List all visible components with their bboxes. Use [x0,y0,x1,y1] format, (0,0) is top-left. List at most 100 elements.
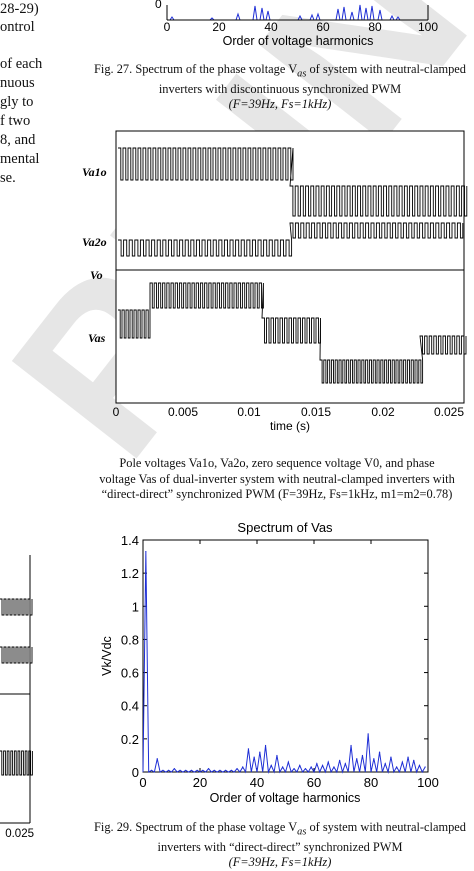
left-text-fragment: 8, and [0,132,36,148]
fig27-spectrum-spikes [169,4,401,21]
chart-x-tick-label: 100 [417,775,439,790]
fig28-waveforms [118,147,468,384]
left-partial-plot: 0.025 [0,555,34,840]
fig28-x-axis-label: time (s) [270,419,310,433]
chart-data-point [350,744,352,747]
chart-x-axis-label: Order of voltage harmonics [210,791,361,805]
left-partial-waveform [0,598,33,616]
chart-series-line [142,551,426,774]
fig28-row-label-vo: Vo [90,268,103,282]
chart-data-point [304,768,307,770]
fig27-spike [265,10,271,21]
fig27-spike [377,9,383,21]
fig27-x-tick: 100 [418,20,438,34]
fig29-label: Fig. 29. [93,820,133,834]
chart-data-point [162,769,164,771]
chart-data-point [390,756,392,758]
left-text-fragment: gly to [0,94,34,110]
chart-data-point [253,756,255,758]
chart-data-point [293,768,295,770]
left-text-fragment: f two [0,113,31,129]
chart-y-tick-label: 0.6 [121,666,139,681]
chart-data-point [339,759,341,761]
chart-data-point [361,754,364,757]
fig27-spike [369,5,375,21]
chart-y-tick-label: 1 [132,599,139,614]
chart-x-ticks: 0 20 40 60 80 100 [139,540,439,790]
chart-y-tick-label: 0.4 [121,699,139,714]
fig28-x-tick: 0.01 [237,405,261,419]
fig27-x-tick: 40 [264,20,278,34]
chart-data-point [168,769,170,771]
chart-data-point [367,733,369,735]
chart-data-point [356,758,358,760]
chart-data-point [225,769,227,771]
fig28-plot-frame [115,130,465,404]
chart-data-point [270,764,272,766]
fig27-spike [341,6,347,21]
fig27-spike [297,14,303,21]
left-text-fragment: ontrol [0,19,35,35]
chart-y-tick-label: 0.2 [121,732,139,747]
fig27-text: Spectrum of the phase voltage V [135,62,298,76]
left-text-fragment: 28-29) [0,1,39,17]
fig28-line-3: “direct-direct” synchronized PWM (F=39Hz… [101,487,453,501]
chart-data-point [327,761,329,763]
fig27-partial-plot: 0 0 20 40 60 80 100 Order of voltage har… [155,0,438,48]
chart-y-tick-label: 0.8 [121,632,139,647]
fig29-subscript: as [297,826,307,838]
left-partial-waveform [0,750,33,776]
chart-data-point [287,761,289,763]
left-text-fragment: se. [0,170,16,186]
left-text-fragment: mental [0,151,40,167]
fig28-plot: Va1o Va2o Vo Vas 0 0.005 0.01 0.015 0.02… [82,130,468,433]
fig28-x-tick: 0.005 [168,405,198,419]
chart-y-axis-label: Vk/Vdc [100,636,114,676]
chart-data-point [202,769,204,771]
fig29-chart: Spectrum of Vas 0 0.2 0.4 0.6 0.8 1 1.2 1.4 0 20… [100,520,439,805]
fig27-subscript: as [297,68,307,80]
chart-title: Spectrum of Vas [237,520,333,535]
chart-data-point [418,764,421,766]
chart-data-point [156,758,158,760]
left-partial-x-tick: 0.025 [5,828,34,840]
fig28-x-tick: 0.02 [371,405,395,419]
chart-data-point [145,551,147,553]
chart-x-tick-label: 80 [364,775,378,790]
fig27-y-tick: 0 [155,0,162,11]
left-partial-waveform [0,646,33,664]
fig27-spike [389,14,395,21]
chart-data-point [321,764,324,766]
fig27-x-tick: 0 [164,20,171,34]
chart-data-point [413,759,415,761]
chart-data-point [384,763,386,765]
chart-data-point [190,769,193,771]
chart-data-point [247,748,250,750]
chart-data-point [185,769,187,771]
fig28-row-label-va2o: Va2o [82,235,107,249]
chart-y-ticks: 0 0.2 0.4 0.6 0.8 1 1.2 1.4 [121,533,428,780]
fig29-caption: Fig. 29. Spectrum of the phase voltage V… [90,820,470,871]
chart-data-point [264,744,267,747]
fig27-spike [259,7,265,21]
chart-x-tick-label: 20 [193,775,207,790]
chart-data-point [236,768,238,770]
fig28-caption: Pole voltages Va1o, Va2o, zero sequence … [80,456,474,503]
fig28-waveform [118,147,468,217]
fig27-spike [235,12,241,21]
fig27-x-tick: 20 [212,20,226,34]
left-partial-waveforms [0,598,33,776]
chart-data-point [316,763,318,765]
fig27-x-axis-label: Order of voltage harmonics [223,34,374,48]
chart-data-point [407,756,409,758]
fig28-waveform [118,282,467,384]
fig28-x-tick: 0.025 [434,405,464,419]
chart-data-point [282,766,284,768]
fig27-spike [209,17,215,21]
chart-data-point [276,754,278,757]
fig27-spike [363,7,369,21]
fig27-text-rest: of system with neutral-clamped inverters… [158,62,467,96]
chart-data-point [259,751,261,753]
chart-y-tick-label: 1.2 [121,566,139,581]
fig28-line-2: voltage Vas of dual-inverter system with… [99,471,455,486]
